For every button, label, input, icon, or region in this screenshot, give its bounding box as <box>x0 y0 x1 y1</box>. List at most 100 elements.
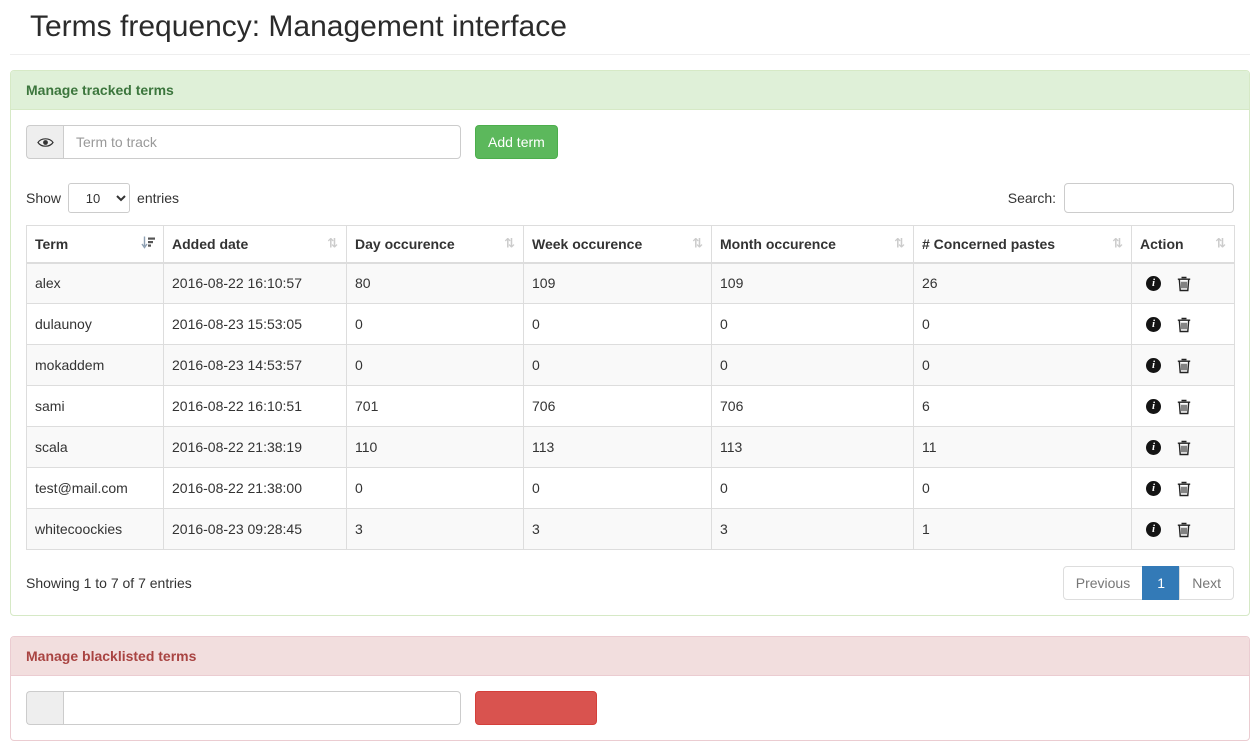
cell-week-occurence: 0 <box>523 344 712 386</box>
cell-month-occurence: 0 <box>711 303 914 345</box>
trash-icon[interactable] <box>1177 522 1191 538</box>
pagination-previous[interactable]: Previous <box>1062 566 1144 601</box>
blacklist-add-row <box>26 691 1234 726</box>
sort-both-icon: ⇅ <box>894 236 905 252</box>
cell-term: alex <box>26 262 164 304</box>
trash-icon[interactable] <box>1177 481 1191 497</box>
sort-asc-icon <box>141 235 155 252</box>
cell-month-occurence: 0 <box>711 344 914 386</box>
tracked-terms-table: Term Added date ⇅ Day occurence ⇅ Week occure… <box>26 225 1235 550</box>
page-length-select[interactable]: 10 <box>68 183 131 213</box>
page-length-control: Show 10 entries <box>26 183 179 213</box>
pagination-next[interactable]: Next <box>1179 566 1234 601</box>
cell-added-date: 2016-08-22 21:38:19 <box>163 426 347 468</box>
tracked-panel-body: Add term Show 10 entries Search: TermAdd… <box>11 110 1249 615</box>
sort-both-icon: ⇅ <box>692 236 703 252</box>
column-label: Month occurence <box>720 235 836 252</box>
datatable-controls: Show 10 entries Search: <box>26 183 1234 213</box>
blacklist-input-group <box>26 691 461 726</box>
info-circle-icon[interactable]: i <box>1146 276 1161 292</box>
sort-both-icon: ⇅ <box>504 236 515 252</box>
cell-action: i <box>1131 385 1235 427</box>
blacklist-panel-heading: Manage blacklisted terms <box>11 637 1249 677</box>
cell-week-occurence: 0 <box>523 467 712 509</box>
sort-both-icon: ⇅ <box>327 236 338 252</box>
cell-concerned-pastes: 0 <box>913 344 1132 386</box>
cell-concerned-pastes: 26 <box>913 262 1132 304</box>
column-label: # Concerned pastes <box>922 235 1056 252</box>
trash-icon[interactable] <box>1177 440 1191 456</box>
add-term-button[interactable]: Add term <box>475 125 558 159</box>
cell-day-occurence: 0 <box>346 344 524 386</box>
sort-both-icon: ⇅ <box>1112 236 1123 252</box>
info-circle-icon[interactable]: i <box>1146 399 1161 415</box>
cell-action: i <box>1131 303 1235 345</box>
column-header-week-occurence[interactable]: Week occurence ⇅ <box>523 225 712 264</box>
pagination-page-1[interactable]: 1 <box>1142 566 1181 601</box>
cell-month-occurence: 706 <box>711 385 914 427</box>
page: { "page": { "title": "Terms frequency: M… <box>0 10 1260 741</box>
cell-day-occurence: 701 <box>346 385 524 427</box>
table-footer: Showing 1 to 7 of 7 entries Previous 1 N… <box>26 566 1234 601</box>
blacklist-panel-body <box>11 676 1249 740</box>
cell-term: mokaddem <box>26 344 164 386</box>
table-search-input[interactable] <box>1064 183 1234 213</box>
column-header-day-occurence[interactable]: Day occurence ⇅ <box>346 225 524 264</box>
info-circle-icon[interactable]: i <box>1146 481 1161 497</box>
sort-both-icon: ⇅ <box>1215 236 1226 252</box>
tracked-panel-heading: Manage tracked terms <box>11 71 1249 110</box>
table-head: Term Added date ⇅ Day occurence ⇅ Week occure… <box>26 225 1235 264</box>
column-label: Action <box>1140 235 1184 252</box>
cell-concerned-pastes: 0 <box>913 467 1132 509</box>
cell-week-occurence: 706 <box>523 385 712 427</box>
blacklist-addon-icon <box>26 691 63 726</box>
column-label: Term <box>35 235 69 252</box>
cell-action: i <box>1131 344 1235 386</box>
column-header-concerned-pastes[interactable]: # Concerned pastes ⇅ <box>913 225 1132 264</box>
trash-icon[interactable] <box>1177 358 1191 374</box>
column-header-month-occurence[interactable]: Month occurence ⇅ <box>711 225 914 264</box>
cell-action: i <box>1131 262 1235 304</box>
trash-icon[interactable] <box>1177 276 1191 292</box>
trash-icon[interactable] <box>1177 399 1191 415</box>
column-header-added-date[interactable]: Added date ⇅ <box>163 225 347 264</box>
cell-week-occurence: 3 <box>523 508 712 550</box>
term-input-group <box>26 125 461 159</box>
cell-added-date: 2016-08-22 16:10:51 <box>163 385 347 427</box>
entries-label: entries <box>137 190 180 206</box>
info-circle-icon[interactable]: i <box>1146 440 1161 456</box>
column-header-action[interactable]: Action ⇅ <box>1131 225 1235 264</box>
info-circle-icon[interactable]: i <box>1146 317 1161 333</box>
cell-day-occurence: 110 <box>346 426 524 468</box>
info-circle-icon[interactable]: i <box>1146 522 1161 538</box>
cell-added-date: 2016-08-23 14:53:57 <box>163 344 347 386</box>
cell-term: sami <box>26 385 164 427</box>
blacklist-term-button[interactable] <box>475 691 597 726</box>
cell-term: scala <box>26 426 164 468</box>
eye-icon <box>26 125 63 159</box>
cell-week-occurence: 0 <box>523 303 712 345</box>
cell-month-occurence: 3 <box>711 508 914 550</box>
show-label: Show <box>26 190 62 206</box>
add-term-row: Add term <box>26 125 1234 159</box>
search-label: Search: <box>1007 190 1056 206</box>
table-info: Showing 1 to 7 of 7 entries <box>26 575 192 592</box>
page-title: Terms frequency: Management interface <box>30 10 567 43</box>
cell-term: whitecoockies <box>26 508 164 550</box>
table-row: test@mail.com 2016-08-22 21:38:00 0 0 0 0 i <box>26 467 1235 509</box>
table-row: scala 2016-08-22 21:38:19 110 113 113 11 i <box>26 426 1235 468</box>
cell-action: i <box>1131 508 1235 550</box>
blacklist-term-input[interactable] <box>63 691 461 726</box>
info-circle-icon[interactable]: i <box>1146 358 1161 374</box>
cell-term: test@mail.com <box>26 467 164 509</box>
trash-icon[interactable] <box>1177 317 1191 333</box>
table-body: alex 2016-08-22 16:10:57 80 109 109 26 i dulaun… <box>26 262 1235 550</box>
column-label: Week occurence <box>532 235 643 252</box>
cell-term: dulaunoy <box>26 303 164 345</box>
table-row: dulaunoy 2016-08-23 15:53:05 0 0 0 0 i <box>26 303 1235 345</box>
term-to-track-input[interactable] <box>63 125 461 159</box>
column-label: Added date <box>172 235 249 252</box>
table-search: Search: <box>1008 183 1234 213</box>
title-divider <box>10 54 1250 55</box>
column-header-term[interactable]: Term <box>26 225 164 264</box>
